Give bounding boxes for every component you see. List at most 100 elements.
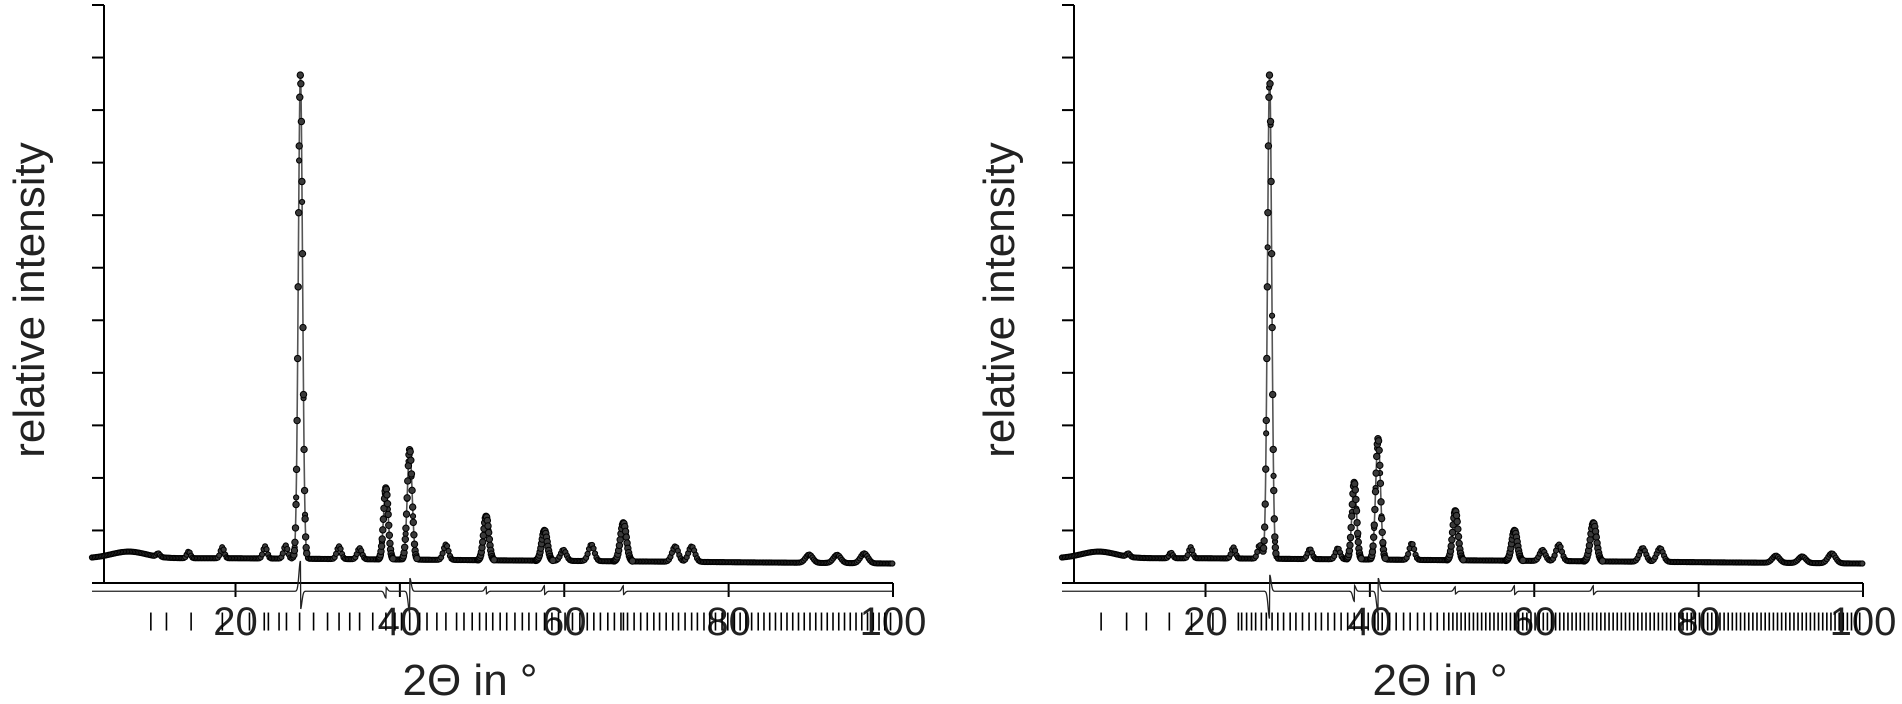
observed-point — [1369, 542, 1377, 550]
chart-left-svg: 20 40 60 80 100 2Θ in ° relative intensity — [5, 4, 926, 704]
observed-point — [1267, 249, 1276, 258]
observed-point — [485, 535, 494, 543]
observed-point — [1271, 533, 1279, 541]
observed-point — [1272, 549, 1280, 558]
observed-point — [1268, 312, 1276, 319]
observed-point — [1346, 533, 1355, 542]
observed-point — [1379, 538, 1387, 547]
observed-point — [1373, 452, 1381, 461]
observed-point — [1263, 283, 1272, 291]
observed-point — [1454, 532, 1463, 541]
observed-point — [1266, 80, 1274, 88]
observed-point — [1267, 177, 1275, 186]
observed-point — [296, 157, 303, 164]
observed-point — [1260, 523, 1269, 531]
observed-point — [1265, 71, 1274, 79]
observed-point — [379, 515, 388, 523]
observed-point — [407, 470, 416, 478]
observed-point — [385, 531, 394, 539]
observed-point — [402, 524, 410, 532]
observed-point — [1372, 469, 1380, 477]
observed-point — [1262, 465, 1270, 473]
difference-curve-line — [92, 560, 893, 614]
observed-point — [299, 390, 308, 399]
observed-point — [1598, 557, 1607, 565]
x-tick-label: 40 — [378, 600, 423, 644]
reflection-ticks — [1100, 612, 1861, 631]
observed-point — [1262, 416, 1270, 425]
observed-point — [293, 494, 300, 501]
calculated-profile-line — [1061, 74, 1863, 565]
observed-points — [88, 71, 896, 567]
x-ticks: 20 40 60 80 100 — [1183, 583, 1896, 644]
observed-point — [1270, 486, 1278, 495]
observed-point — [1381, 554, 1390, 563]
observed-point — [1270, 472, 1277, 479]
observed-point — [1369, 533, 1378, 541]
observed-point — [297, 80, 305, 88]
chart-right-svg: 20 40 60 80 100 2Θ in ° relative intensity — [975, 4, 1896, 704]
observed-point — [290, 546, 299, 555]
y-ticks — [92, 4, 104, 584]
observed-point — [298, 198, 306, 206]
observed-point — [298, 177, 306, 186]
observed-point — [1269, 445, 1277, 454]
difference-curve-line — [1062, 574, 1863, 619]
observed-point — [1354, 538, 1362, 546]
observed-point — [291, 538, 299, 547]
observed-point — [1260, 537, 1268, 545]
curves — [1061, 74, 1863, 619]
observed-point — [301, 515, 309, 523]
observed-points — [1058, 71, 1866, 567]
observed-point — [1374, 437, 1383, 445]
observed-point — [1348, 500, 1357, 509]
observed-point — [378, 535, 386, 543]
observed-point — [300, 445, 308, 454]
observed-point — [1270, 515, 1278, 523]
observed-point — [1454, 525, 1462, 533]
observed-point — [1410, 545, 1418, 553]
observed-point — [401, 535, 410, 543]
observed-point — [407, 456, 415, 464]
observed-point — [439, 550, 446, 557]
observed-point — [590, 545, 597, 552]
observed-point — [1261, 500, 1269, 508]
observed-point — [1353, 518, 1361, 527]
observed-point — [490, 556, 498, 564]
observed-point — [1453, 517, 1461, 526]
observed-point — [403, 494, 411, 502]
observed-point — [1376, 461, 1384, 470]
observed-point — [584, 550, 591, 558]
observed-point — [1519, 556, 1527, 565]
chart-panel-right: 20 40 60 80 100 2Θ in ° relative intensity — [970, 0, 1902, 704]
observed-point — [549, 556, 557, 565]
observed-point — [279, 550, 286, 557]
observed-point — [1346, 541, 1354, 549]
observed-point — [296, 93, 304, 101]
observed-point — [1370, 521, 1378, 529]
observed-point — [386, 539, 394, 548]
observed-point — [622, 533, 631, 541]
x-ticks: 20 40 60 80 100 — [213, 583, 926, 644]
observed-point — [298, 249, 307, 258]
observed-point — [1376, 479, 1385, 488]
observed-point — [293, 416, 301, 425]
observed-point — [293, 354, 302, 363]
observed-point — [1347, 523, 1355, 532]
observed-point — [1377, 498, 1385, 506]
observed-point — [1371, 487, 1380, 496]
curves — [91, 74, 893, 614]
observed-point — [1265, 93, 1273, 101]
observed-point — [1378, 528, 1386, 537]
observed-point — [383, 491, 391, 499]
x-tick-label: 100 — [860, 600, 927, 644]
x-tick-label: 20 — [213, 600, 258, 644]
observed-point — [409, 518, 417, 527]
observed-point — [379, 526, 387, 534]
observed-point — [484, 522, 492, 530]
observed-point — [478, 538, 487, 546]
observed-point — [259, 551, 266, 558]
observed-point — [296, 71, 305, 79]
observed-point — [400, 543, 409, 551]
